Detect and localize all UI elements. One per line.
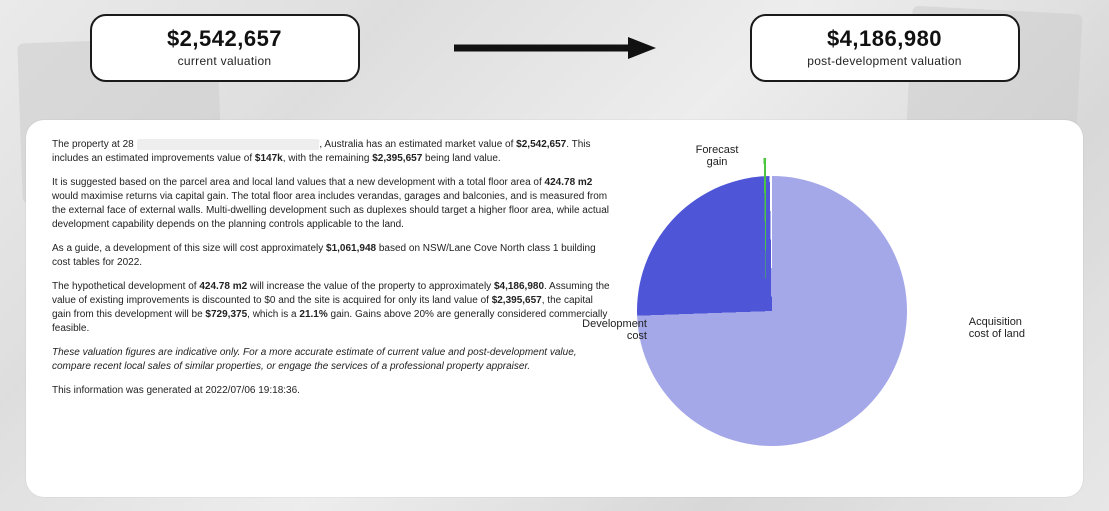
details-panel: The property at 28 redacted address reda… bbox=[26, 120, 1083, 497]
para-generated: This information was generated at 2022/0… bbox=[52, 384, 612, 398]
current-valuation-card: $2,542,657 current valuation bbox=[90, 14, 360, 82]
current-valuation-amount: $2,542,657 bbox=[126, 26, 324, 52]
pie-chart: Forecast gain Developmentcost Acquisitio… bbox=[634, 138, 1057, 481]
post-valuation-amount: $4,186,980 bbox=[786, 26, 984, 52]
post-valuation-card: $4,186,980 post-development valuation bbox=[750, 14, 1020, 82]
pie-label-development: Developmentcost bbox=[582, 318, 647, 342]
pie-label-forecast: Forecast gain bbox=[687, 144, 747, 168]
hero-row: $2,542,657 current valuation $4,186,980 … bbox=[0, 14, 1109, 82]
para-disclaimer: These valuation figures are indicative o… bbox=[52, 346, 612, 374]
current-valuation-caption: current valuation bbox=[126, 54, 324, 68]
chart-column: Forecast gain Developmentcost Acquisitio… bbox=[634, 138, 1057, 481]
pie-exploded-slice bbox=[631, 158, 901, 428]
text-column: The property at 28 redacted address reda… bbox=[52, 138, 612, 481]
post-valuation-caption: post-development valuation bbox=[786, 54, 984, 68]
para-market-value: The property at 28 redacted address reda… bbox=[52, 138, 612, 166]
para-development-suggestion: It is suggested based on the parcel area… bbox=[52, 176, 612, 232]
para-capital-gain: The hypothetical development of 424.78 m… bbox=[52, 280, 612, 336]
pie-label-acquisition: Acquisitioncost of land bbox=[969, 316, 1025, 340]
para-cost-guide: As a guide, a development of this size w… bbox=[52, 242, 612, 270]
arrow-icon bbox=[450, 33, 660, 63]
